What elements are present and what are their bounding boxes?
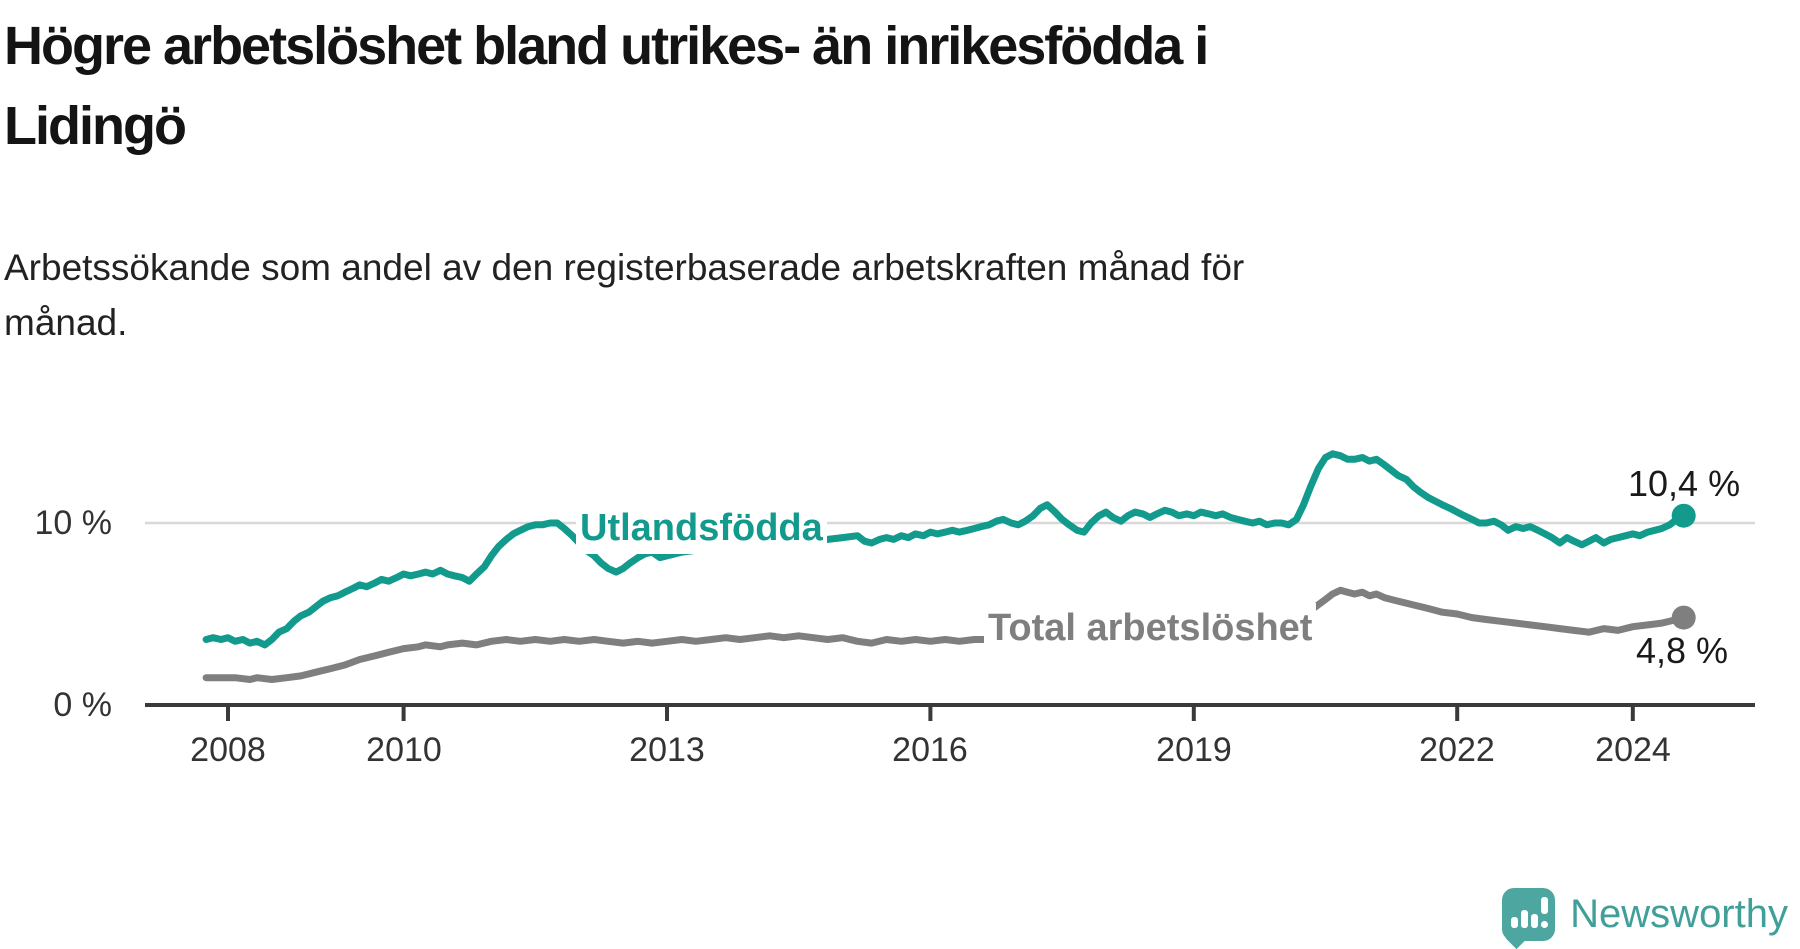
x-axis-tick-label-2019: 2019	[1156, 731, 1232, 769]
x-axis-tick-label-2016: 2016	[892, 731, 968, 769]
title-line-2: Lidingö	[4, 96, 187, 156]
series-line-total-arbetsloshet	[202, 586, 1688, 683]
end-value-label-total: 4,8 %	[1636, 630, 1729, 671]
series-label-total-arbetsloshet: Total arbetslöshet	[984, 603, 1317, 653]
newsworthy-logo-text: Newsworthy	[1570, 891, 1788, 936]
x-axis-tick-label-2013: 2013	[629, 731, 705, 769]
y-axis-tick-label-10: 10 %	[34, 504, 113, 542]
series-line-utlandsfodda	[202, 450, 1688, 649]
chart-subtitle: Arbetssökande som andel av den registerb…	[4, 240, 1504, 350]
title-line-1: Högre arbetslöshet bland utrikes- än inr…	[4, 16, 1209, 76]
series-end-dot-total-arbetsloshet	[1671, 605, 1696, 630]
x-axis-tick-label-2010: 2010	[366, 731, 442, 769]
y-axis-tick-label-0: 0 %	[53, 686, 112, 724]
page-title: Högre arbetslöshet bland utrikes- än inr…	[4, 6, 1724, 166]
series-end-dot-utlandsfodda	[1671, 503, 1696, 528]
subtitle-line-1: Arbetssökande som andel av den registerb…	[4, 247, 1245, 288]
newsworthy-logo: Newsworthy	[1502, 882, 1788, 949]
x-axis-tick-label-2022: 2022	[1419, 731, 1495, 769]
subtitle-line-2: månad.	[4, 302, 128, 343]
end-value-label-utlandsfodda: 10,4 %	[1628, 463, 1741, 504]
series-label-utlandsfodda: Utlandsfödda	[576, 502, 827, 554]
x-axis-tick-label-2024: 2024	[1595, 731, 1671, 769]
newsworthy-speech-bubble-chart-icon	[1502, 887, 1556, 949]
x-axis-tick-label-2008: 2008	[190, 731, 266, 769]
